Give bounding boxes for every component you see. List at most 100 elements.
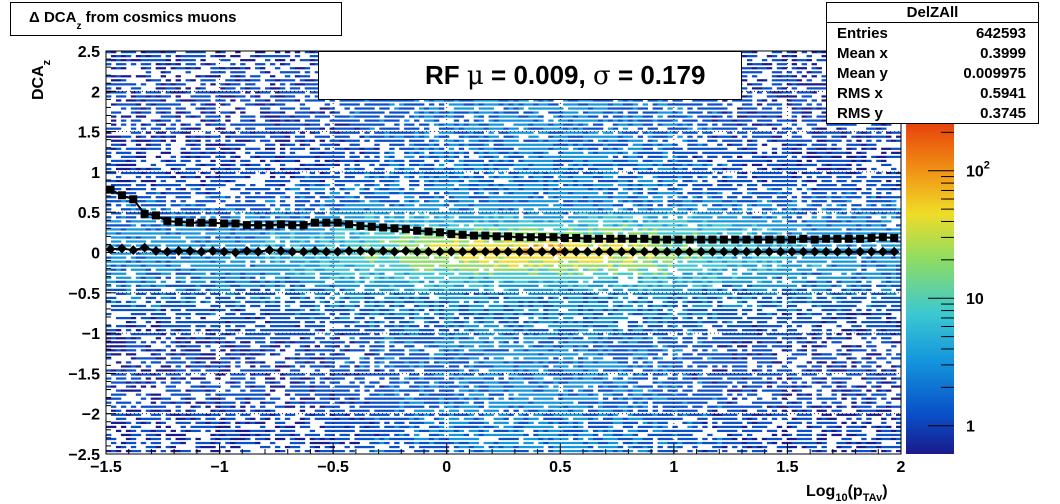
heatmap-cell [260, 240, 266, 243]
heatmap-cell [185, 256, 191, 259]
heatmap-cell [260, 208, 266, 211]
heatmap-cell [414, 312, 420, 316]
heatmap-cell [245, 204, 251, 207]
heatmap-cell [329, 204, 335, 207]
heatmap-cell [220, 143, 226, 146]
heatmap-cell [379, 312, 385, 316]
heatmap-cell [210, 292, 216, 296]
heatmap-cell [115, 276, 122, 279]
heatmap-cell [379, 321, 385, 324]
heatmap-cell [225, 288, 231, 291]
heatmap-cell [384, 179, 390, 183]
heatmap-cell [279, 349, 286, 352]
heatmap-cell [106, 63, 112, 66]
heatmap-cell [269, 135, 276, 138]
heatmap-cell [389, 292, 395, 296]
heatmap-cell [185, 228, 191, 231]
heatmap-cell [230, 208, 236, 211]
heatmap-cell [374, 248, 380, 251]
heatmap-cell [110, 397, 117, 400]
heatmap-cell [279, 103, 286, 106]
heatmap-cell [130, 337, 137, 340]
heatmap-cell [334, 131, 340, 134]
heatmap-cell [354, 220, 360, 223]
heatmap-cell [135, 449, 142, 453]
heatmap-cell [409, 212, 415, 215]
heatmap-cell [235, 321, 241, 324]
heatmap-cell [120, 369, 127, 372]
heatmap-cell [414, 111, 420, 114]
heatmap-cell [120, 91, 127, 94]
heatmap-cell [389, 131, 395, 134]
heatmap-cell [175, 288, 181, 291]
heatmap-cell [165, 397, 171, 400]
heatmap-cell [269, 240, 276, 243]
heatmap-cell [354, 437, 360, 441]
heatmap-cell [364, 397, 370, 400]
heatmap-cell [190, 272, 196, 275]
heatmap-cell [359, 167, 365, 171]
heatmap-cell [379, 244, 385, 247]
heatmap-cell [235, 248, 241, 251]
heatmap-cell [394, 341, 400, 344]
heatmap-cell [215, 143, 221, 146]
heatmap-cell [210, 304, 216, 308]
heatmap-cell [299, 204, 306, 207]
heatmap-cell [185, 63, 191, 66]
heatmap-cell [319, 212, 326, 215]
heatmap-cell [220, 200, 226, 203]
heatmap-cell [190, 288, 196, 291]
heatmap-cell [414, 268, 420, 271]
heatmap-cell [389, 300, 395, 304]
heatmap-cell [309, 179, 316, 183]
heatmap-cell [314, 127, 321, 130]
heatmap-cell [289, 397, 296, 400]
heatmap-cell [230, 179, 236, 183]
heatmap-cell [180, 413, 186, 416]
heatmap-cell [304, 280, 311, 283]
heatmap-cell [140, 333, 147, 336]
heatmap-cell [245, 284, 251, 287]
heatmap-cell [215, 75, 221, 78]
heatmap-cell [190, 216, 196, 219]
heatmap-cell [314, 123, 321, 126]
heatmap-cell [145, 308, 152, 312]
heatmap-cell [260, 373, 266, 376]
heatmap-cell [329, 389, 335, 392]
heatmap-cell [130, 208, 137, 211]
heatmap-cell [265, 308, 271, 312]
heatmap-cell [200, 425, 206, 429]
heatmap-cell [260, 325, 266, 328]
heatmap-cell [409, 341, 415, 344]
heatmap-cell [265, 256, 271, 259]
heatmap-cell [294, 55, 301, 58]
heatmap-cell [215, 264, 221, 267]
heatmap-cell [369, 236, 375, 239]
heatmap-cell [324, 151, 330, 154]
heatmap-cell [428, 373, 435, 376]
heatmap-cell [210, 385, 216, 388]
heatmap-cell [339, 256, 345, 259]
heatmap-cell [284, 79, 291, 82]
heatmap-cell [374, 421, 380, 424]
heatmap-cell [394, 437, 400, 441]
heatmap-cell [235, 188, 241, 191]
heatmap-cell [428, 204, 435, 207]
heatmap-cell [265, 111, 271, 114]
heatmap-cell [274, 95, 281, 98]
heatmap-cell [120, 67, 127, 70]
heatmap-cell [180, 284, 186, 287]
heatmap-cell [424, 244, 430, 247]
heatmap-cell [334, 413, 340, 416]
heatmap-cell [428, 433, 435, 437]
heatmap-cell [210, 449, 216, 453]
heatmap-cell [250, 232, 256, 235]
heatmap-cell [145, 373, 152, 376]
heatmap-cell [334, 389, 340, 392]
heatmap-cell [150, 333, 157, 336]
heatmap-cell [140, 264, 147, 267]
heatmap-cell [130, 381, 137, 384]
heatmap-cell [419, 300, 425, 304]
heatmap-cell [220, 67, 226, 70]
heatmap-cell [106, 284, 112, 287]
